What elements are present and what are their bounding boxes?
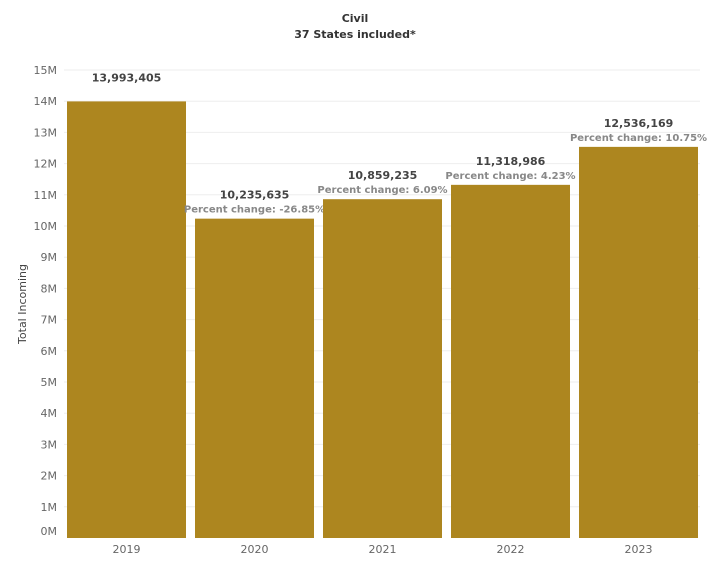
x-tick-label: 2021 xyxy=(369,543,397,556)
bar-2023 xyxy=(579,146,698,538)
y-tick-label: 3M xyxy=(41,438,58,451)
y-tick-label: 12M xyxy=(34,158,58,171)
y-tick-label: 6M xyxy=(41,345,58,358)
x-tick-label: 2023 xyxy=(625,543,653,556)
y-tick-label: 11M xyxy=(34,189,58,202)
bar-2019 xyxy=(67,101,186,538)
y-tick-label: 5M xyxy=(41,376,58,389)
x-tick-label: 2020 xyxy=(241,543,269,556)
y-tick-label: 9M xyxy=(41,251,58,264)
y-tick-label: 7M xyxy=(41,314,58,327)
percent-change-label: Percent change: 4.23% xyxy=(445,171,575,182)
value-label: 11,318,986 xyxy=(476,155,546,168)
y-tick-label: 0M xyxy=(41,525,58,538)
percent-change-label: Percent change: 6.09% xyxy=(317,185,447,196)
value-label: 10,235,635 xyxy=(220,189,290,202)
y-tick-label: 10M xyxy=(34,220,58,233)
chart-title: Civil xyxy=(341,12,369,25)
bar-2020 xyxy=(195,218,314,538)
y-tick-label: 13M xyxy=(34,126,58,139)
chart-subtitle: 37 States included* xyxy=(294,28,416,41)
x-tick-label: 2019 xyxy=(113,543,141,556)
bar-2021 xyxy=(323,199,442,538)
value-label: 10,859,235 xyxy=(348,169,418,182)
x-tick-label: 2022 xyxy=(497,543,525,556)
y-tick-label: 8M xyxy=(41,282,58,295)
value-label: 13,993,405 xyxy=(92,71,162,84)
percent-change-label: Percent change: 10.75% xyxy=(570,133,707,144)
y-tick-label: 2M xyxy=(41,470,58,483)
value-label: 12,536,169 xyxy=(604,117,674,130)
y-tick-label: 15M xyxy=(34,64,58,77)
y-tick-label: 4M xyxy=(41,407,58,420)
percent-change-label: Percent change: -26.85% xyxy=(184,205,325,216)
y-axis-label: Total Incoming xyxy=(16,264,29,345)
y-tick-label: 14M xyxy=(34,95,58,108)
bar-2022 xyxy=(451,184,570,538)
y-tick-label: 1M xyxy=(41,501,58,514)
